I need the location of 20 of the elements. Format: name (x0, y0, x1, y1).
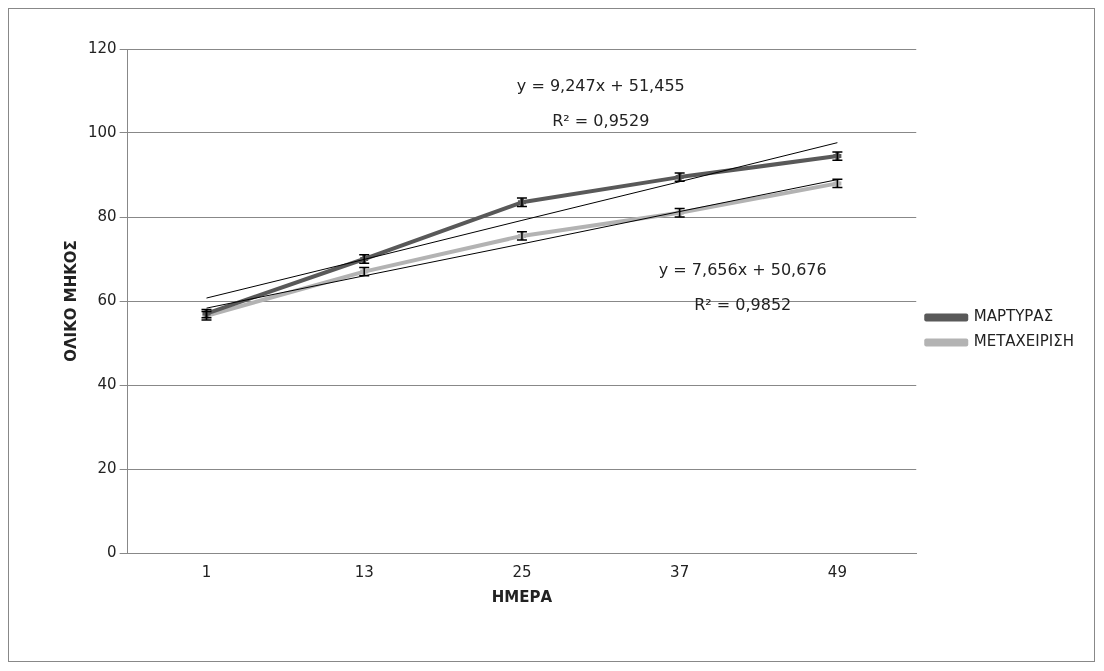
y-axis-title: ΟΛΙΚΟ ΜΗΚΟΣ (61, 240, 80, 362)
x-tick-label: 49 (827, 562, 847, 581)
y-tick-label: 0 (107, 542, 117, 561)
y-tick-label: 80 (97, 206, 117, 225)
annotation: R² = 0,9529 (552, 111, 650, 131)
x-tick-label: 13 (354, 562, 374, 581)
y-tick-label: 40 (97, 374, 117, 393)
annotation: y = 9,247x + 51,455 (516, 75, 685, 95)
x-tick-label: 25 (512, 562, 532, 581)
legend-label: ΜΕΤΑΧΕΙΡΙΣΗ (973, 332, 1074, 351)
annotation: y = 7,656x + 50,676 (658, 259, 827, 279)
x-axis-title: ΗΜΕΡΑ (491, 587, 553, 606)
annotation: R² = 0,9852 (694, 295, 792, 315)
legend-label: ΜΑΡΤΥΡΑΣ (973, 307, 1054, 326)
x-tick-label: 1 (201, 562, 212, 581)
y-tick-label: 100 (87, 122, 117, 141)
y-tick-label: 120 (87, 38, 117, 57)
y-tick-label: 60 (97, 290, 117, 309)
x-tick-label: 37 (670, 562, 690, 581)
y-tick-label: 20 (97, 458, 117, 477)
